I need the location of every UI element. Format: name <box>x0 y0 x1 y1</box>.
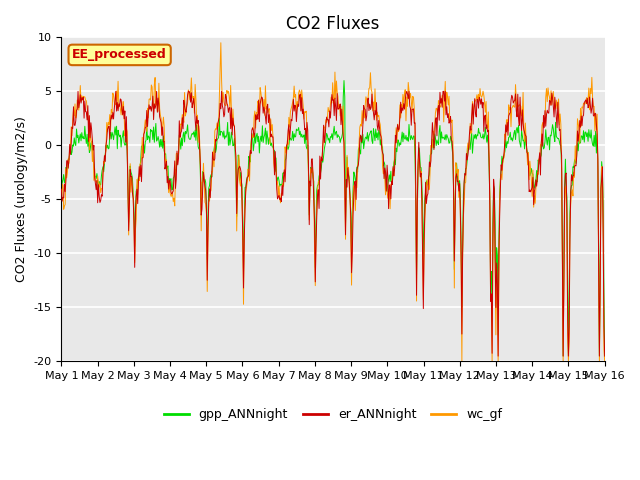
Legend: gpp_ANNnight, er_ANNnight, wc_gf: gpp_ANNnight, er_ANNnight, wc_gf <box>159 403 508 426</box>
Y-axis label: CO2 Fluxes (urology/m2/s): CO2 Fluxes (urology/m2/s) <box>15 117 28 282</box>
Title: CO2 Fluxes: CO2 Fluxes <box>286 15 380 33</box>
Text: EE_processed: EE_processed <box>72 48 167 61</box>
